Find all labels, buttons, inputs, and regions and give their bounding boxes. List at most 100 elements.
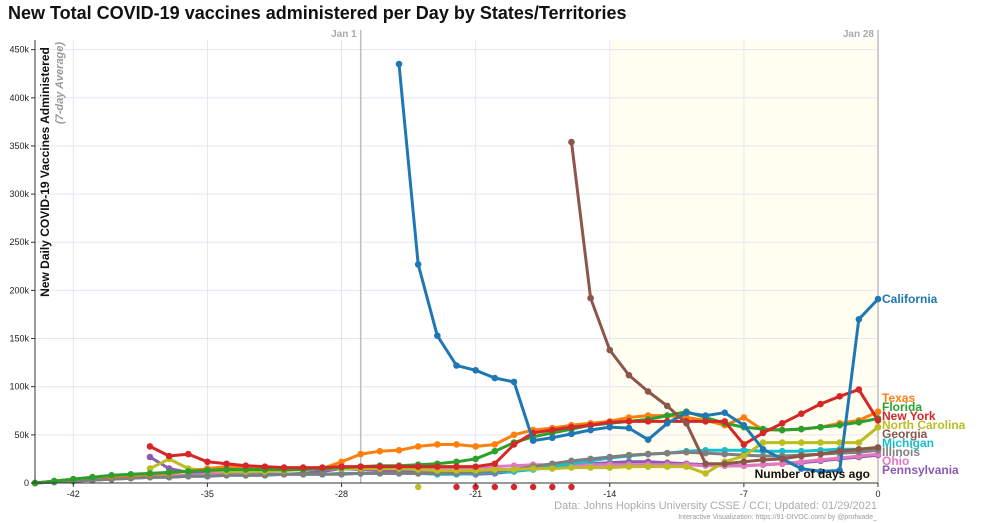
end-label-new-york: New York <box>882 409 936 423</box>
data-point <box>778 447 786 455</box>
reference-line-label: Jan 1 <box>331 29 357 40</box>
data-point <box>204 467 211 474</box>
annotation-marker <box>414 483 422 491</box>
y-axis-ticks: 0 50k 100k 150k 200k 250k 300k 350k 400k 450k <box>9 45 35 488</box>
data-point <box>702 470 709 477</box>
data-point <box>472 455 479 463</box>
annotation-markers <box>414 483 575 491</box>
x-tick-label: -35 <box>201 489 214 499</box>
data-point <box>740 458 748 466</box>
data-point <box>855 315 863 323</box>
end-label-north-carolina: North Carolina <box>882 418 966 432</box>
data-point <box>453 458 460 466</box>
date-reference-lines: Jan 1 Jan 28 <box>331 29 879 483</box>
data-point <box>836 447 843 455</box>
data-point <box>491 466 499 473</box>
data-point <box>491 374 499 382</box>
x-tick-label: -28 <box>335 489 348 499</box>
annotation-marker <box>568 483 575 491</box>
series-line <box>397 62 880 473</box>
data-point <box>721 418 729 425</box>
data-point <box>510 378 518 386</box>
data-point <box>491 447 499 455</box>
data-point <box>184 472 192 480</box>
data-point <box>146 465 154 472</box>
data-point <box>395 60 403 68</box>
data-point <box>548 460 556 468</box>
data-point <box>663 419 671 427</box>
data-point <box>89 473 96 481</box>
data-point <box>529 437 537 444</box>
data-point <box>778 439 786 446</box>
data-point <box>759 461 767 469</box>
annotation-marker <box>491 483 499 491</box>
data-point <box>874 417 882 424</box>
series-layer <box>31 60 882 487</box>
data-point <box>395 470 403 477</box>
x-tick-label: 0 <box>875 489 880 499</box>
data-point <box>453 463 460 470</box>
data-point <box>702 460 709 468</box>
data-point <box>874 423 882 431</box>
data-point <box>798 439 805 446</box>
y-tick-label: 450k <box>9 45 29 55</box>
end-label-florida: Florida <box>882 400 922 414</box>
axes <box>34 40 878 484</box>
data-point <box>184 450 192 458</box>
data-point <box>491 441 499 448</box>
data-point <box>165 452 173 460</box>
data-point <box>376 463 384 470</box>
end-label-michigan: Michigan <box>882 436 934 450</box>
data-point <box>759 439 767 446</box>
data-point <box>338 463 345 470</box>
data-point <box>338 458 345 466</box>
data-point <box>548 426 556 434</box>
data-point <box>836 467 843 474</box>
data-point <box>625 371 633 379</box>
x-axis-label: Number of days ago <box>755 467 870 481</box>
visualization-credit: Interactive Visualization: https://91-DI… <box>678 514 877 521</box>
data-point <box>663 412 671 419</box>
data-point <box>702 418 709 425</box>
x-tick-label: -42 <box>67 489 80 499</box>
y-tick-label: 100k <box>9 382 29 392</box>
y-tick-label: 150k <box>9 334 29 344</box>
data-point <box>587 421 594 429</box>
data-point <box>319 471 326 478</box>
data-point <box>855 439 863 446</box>
data-source-note: Data: Johns Hopkins University CSSE / CC… <box>554 500 877 512</box>
data-point <box>625 451 633 459</box>
data-point <box>740 441 748 448</box>
data-point <box>836 421 843 429</box>
data-point <box>146 443 154 450</box>
data-point <box>395 463 403 470</box>
y-tick-label: 300k <box>9 189 29 199</box>
data-point <box>855 386 863 393</box>
data-point <box>721 409 729 416</box>
data-point <box>817 450 824 458</box>
data-point <box>817 456 824 464</box>
data-point <box>702 449 709 457</box>
series-new-york <box>146 386 882 471</box>
data-point <box>548 465 556 472</box>
data-point <box>204 458 211 466</box>
data-point <box>472 463 479 470</box>
data-point <box>108 471 115 479</box>
data-point <box>434 441 441 448</box>
data-point <box>644 418 652 425</box>
data-point <box>663 449 671 457</box>
data-point <box>587 426 594 434</box>
data-point <box>855 419 863 426</box>
data-point <box>740 414 748 421</box>
y-tick-label: 350k <box>9 141 29 151</box>
data-point <box>280 464 288 471</box>
data-point <box>568 138 575 146</box>
data-point <box>778 460 786 468</box>
y-axis-sublabel: (7-day Average) <box>54 42 66 124</box>
data-point <box>798 410 805 417</box>
data-point <box>376 470 384 477</box>
data-point <box>759 429 767 437</box>
data-point <box>625 424 633 432</box>
end-label-texas: Texas <box>882 391 915 405</box>
